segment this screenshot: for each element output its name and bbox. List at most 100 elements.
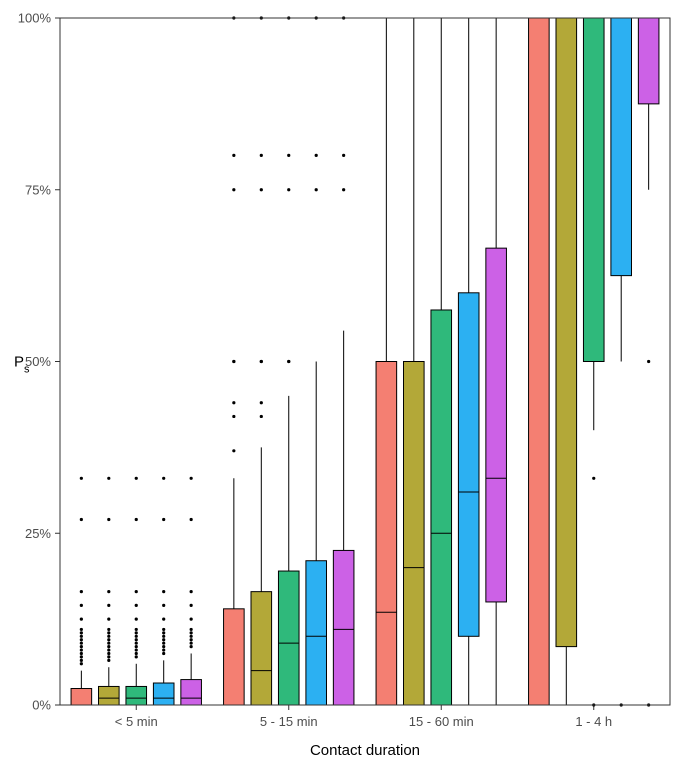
x-axis-label: Contact duration	[310, 742, 420, 759]
outlier-point	[80, 655, 83, 658]
box	[431, 310, 452, 705]
outlier-point	[135, 518, 138, 521]
outlier-point	[135, 642, 138, 645]
outlier-point	[190, 618, 193, 621]
outlier-point	[80, 642, 83, 645]
outlier-point	[80, 648, 83, 651]
outlier-point	[162, 518, 165, 521]
box	[71, 689, 92, 705]
outlier-point	[135, 652, 138, 655]
box	[126, 686, 147, 705]
outlier-point	[260, 360, 263, 363]
outlier-point	[342, 154, 345, 157]
outlier-point	[80, 518, 83, 521]
outlier-point	[190, 518, 193, 521]
outlier-point	[107, 604, 110, 607]
outlier-point	[80, 604, 83, 607]
outlier-point	[80, 618, 83, 621]
box	[153, 683, 174, 705]
outlier-point	[107, 642, 110, 645]
outlier-point	[287, 188, 290, 191]
outlier-point	[80, 652, 83, 655]
outlier-point	[162, 638, 165, 641]
box	[486, 248, 507, 602]
box	[458, 293, 479, 637]
outlier-point	[162, 618, 165, 621]
outlier-point	[107, 652, 110, 655]
outlier-point	[232, 360, 235, 363]
outlier-point	[80, 662, 83, 665]
outlier-point	[135, 635, 138, 638]
outlier-point	[232, 154, 235, 157]
outlier-point	[80, 645, 83, 648]
box	[224, 609, 245, 705]
outlier-point	[190, 631, 193, 634]
outlier-point	[107, 645, 110, 648]
outlier-point	[135, 628, 138, 631]
box	[611, 18, 632, 276]
outlier-point	[107, 618, 110, 621]
outlier-point	[190, 590, 193, 593]
outlier-point	[135, 477, 138, 480]
outlier-point	[135, 604, 138, 607]
outlier-point	[107, 518, 110, 521]
outlier-point	[260, 188, 263, 191]
boxplot-chart: 0%25%50%75%100%Ps< 5 min5 - 15 min15 - 6…	[0, 0, 685, 774]
outlier-point	[260, 415, 263, 418]
outlier-point	[135, 655, 138, 658]
box	[556, 18, 577, 647]
outlier-point	[162, 642, 165, 645]
outlier-point	[162, 604, 165, 607]
outlier-point	[107, 590, 110, 593]
outlier-point	[260, 401, 263, 404]
outlier-point	[162, 645, 165, 648]
box	[333, 550, 354, 705]
outlier-point	[315, 188, 318, 191]
box	[99, 686, 120, 705]
outlier-point	[592, 477, 595, 480]
x-tick-label: < 5 min	[115, 714, 158, 729]
outlier-point	[162, 628, 165, 631]
box	[529, 18, 550, 705]
outlier-point	[107, 638, 110, 641]
outlier-point	[162, 590, 165, 593]
outlier-point	[232, 188, 235, 191]
outlier-point	[135, 648, 138, 651]
x-tick-label: 5 - 15 min	[260, 714, 318, 729]
outlier-point	[647, 360, 650, 363]
outlier-point	[135, 631, 138, 634]
outlier-point	[162, 477, 165, 480]
outlier-point	[190, 635, 193, 638]
box	[181, 680, 202, 705]
outlier-point	[135, 590, 138, 593]
box	[404, 362, 425, 706]
y-tick-label: 0%	[32, 698, 51, 713]
x-tick-label: 1 - 4 h	[575, 714, 612, 729]
outlier-point	[107, 477, 110, 480]
outlier-point	[107, 631, 110, 634]
outlier-point	[107, 628, 110, 631]
outlier-point	[107, 635, 110, 638]
outlier-point	[135, 638, 138, 641]
outlier-point	[342, 188, 345, 191]
outlier-point	[190, 638, 193, 641]
outlier-point	[162, 648, 165, 651]
outlier-point	[107, 659, 110, 662]
box	[583, 18, 604, 362]
outlier-point	[107, 655, 110, 658]
x-tick-label: 15 - 60 min	[409, 714, 474, 729]
outlier-point	[80, 477, 83, 480]
box	[638, 18, 659, 104]
outlier-point	[232, 401, 235, 404]
outlier-point	[162, 652, 165, 655]
outlier-point	[135, 645, 138, 648]
box	[376, 362, 397, 706]
outlier-point	[190, 645, 193, 648]
outlier-point	[162, 635, 165, 638]
outlier-point	[135, 618, 138, 621]
y-tick-label: 75%	[25, 182, 51, 197]
outlier-point	[287, 360, 290, 363]
outlier-point	[190, 628, 193, 631]
outlier-point	[80, 638, 83, 641]
box	[306, 561, 327, 705]
